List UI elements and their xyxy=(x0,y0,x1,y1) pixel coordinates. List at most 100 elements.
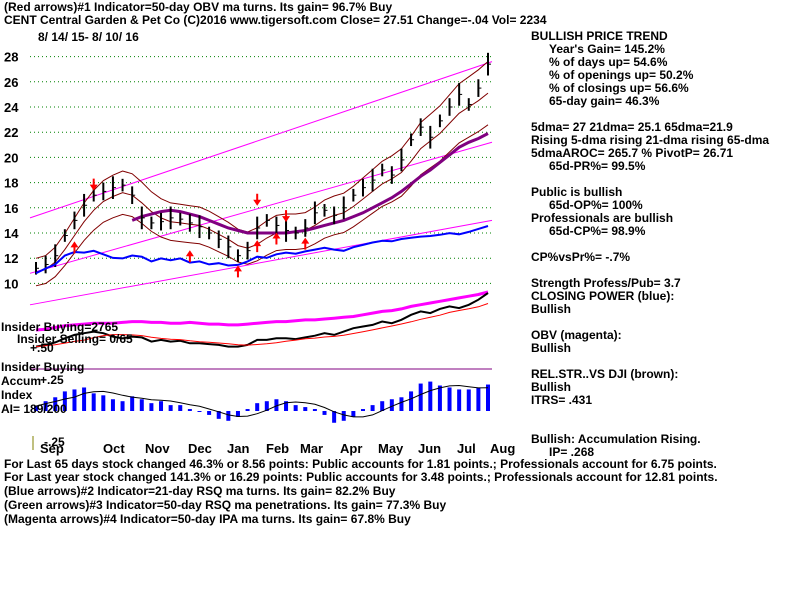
right-panel-line: REL.STR..VS DJI (brown): xyxy=(531,367,679,381)
accum-plus50-label: +.50 xyxy=(30,341,54,355)
accum-bar xyxy=(264,401,269,411)
accum-bar xyxy=(457,389,462,411)
accum-bar xyxy=(274,399,279,411)
accum-plus25-label: +.25 xyxy=(40,373,64,387)
red-up-arrow xyxy=(253,240,262,253)
y-tick-label: 14 xyxy=(4,226,19,241)
month-label: Feb xyxy=(266,441,289,456)
accum-bar xyxy=(409,391,414,411)
accum-bar xyxy=(72,389,77,411)
accum-bar xyxy=(312,409,317,411)
right-panel-line xyxy=(531,407,796,420)
ma21-line xyxy=(35,92,489,273)
right-panel-line: Rising 5-dma rising 21-dma rising 65-dma xyxy=(531,133,770,147)
accum-bar xyxy=(82,387,87,411)
accum-bar xyxy=(284,401,289,411)
accum-bar xyxy=(101,395,106,411)
right-panel-line: CLOSING POWER (blue): xyxy=(531,289,675,303)
accum-bar xyxy=(62,391,67,411)
right-panel-line: BULLISH PRICE TREND xyxy=(531,29,668,43)
month-label: Mar xyxy=(300,441,323,456)
month-label: Jun xyxy=(418,441,441,456)
rel-strength-line xyxy=(35,292,489,348)
accum-bar xyxy=(370,405,375,411)
accum-bar xyxy=(216,411,221,419)
footer-line-2: For Last year stock changed 141.3% or 16… xyxy=(4,470,718,484)
month-label: Sep xyxy=(40,441,64,456)
channel-upper xyxy=(29,61,493,219)
right-panel-line: Strength Profess/Pub= 3.7 xyxy=(531,276,681,290)
y-tick-label: 26 xyxy=(4,75,18,90)
accum-bar xyxy=(91,393,96,411)
red-up-arrow xyxy=(233,265,242,278)
accum-bar xyxy=(418,383,423,411)
right-panel-line: Year's Gain= 145.2% xyxy=(549,42,665,56)
accum-bar xyxy=(197,411,202,412)
month-label: Jul xyxy=(457,441,476,456)
month-label: Aug xyxy=(490,441,515,456)
red-up-arrow xyxy=(70,241,79,254)
ai-label: AI= 189/200 xyxy=(1,402,67,416)
accum-bar xyxy=(332,411,337,423)
insider-selling-label: Insider Selling= 0/65 xyxy=(17,332,133,346)
accum-bar xyxy=(34,406,38,411)
month-label: May xyxy=(378,441,404,456)
accum-label: Accum xyxy=(1,374,42,388)
right-panel-line: CP%vsPr%= -.7% xyxy=(531,250,631,264)
accum-bar xyxy=(322,411,327,415)
accum-bar xyxy=(235,411,240,417)
footer-line-3: (Blue arrows)#2 Indicator=21-day RSQ ma … xyxy=(4,484,396,498)
right-panel-line: IP= .268 xyxy=(549,445,595,459)
right-panel-line: % of openings up= 50.2% xyxy=(549,68,694,82)
y-tick-label: 22 xyxy=(4,125,18,140)
right-panel-line: Bullish: Accumulation Rising. xyxy=(531,432,701,446)
accum-bar xyxy=(341,411,346,421)
right-panel-line: OBV (magenta): xyxy=(531,328,622,342)
insider-buying-label: Insider Buying=2765 xyxy=(1,320,119,334)
right-panel-line: Professionals are bullish xyxy=(531,211,674,225)
month-label: Dec xyxy=(188,441,212,456)
accum-ma-line xyxy=(35,384,489,418)
y-tick-label: 24 xyxy=(4,100,19,115)
right-panel-line: Public is bullish xyxy=(531,185,623,199)
red-up-arrow xyxy=(272,232,281,245)
accum-bar xyxy=(187,409,192,411)
accum-bar xyxy=(428,381,433,411)
accum-bar xyxy=(43,401,48,411)
channel-lower xyxy=(29,219,493,306)
right-panel-line: 65d-OP%= 100% xyxy=(549,198,643,212)
right-panel-line: 65d-PR%= 99.5% xyxy=(549,159,646,173)
y-tick-label: 20 xyxy=(4,150,18,165)
y-tick-label: 12 xyxy=(4,251,18,266)
month-label: Nov xyxy=(145,441,170,456)
accum-bar xyxy=(168,405,173,411)
month-label: Jan xyxy=(227,441,249,456)
red-down-arrow xyxy=(89,178,98,191)
obv-line xyxy=(35,290,489,332)
y-tick-label: 16 xyxy=(4,201,18,216)
accum-bar xyxy=(399,397,404,411)
red-down-arrow xyxy=(282,210,291,223)
y-tick-label: 18 xyxy=(4,176,18,191)
accum-bar xyxy=(120,401,125,411)
accum-bar xyxy=(486,384,490,411)
accum-bar xyxy=(255,403,260,411)
accum-bar xyxy=(149,403,154,411)
right-panel-line: 5dma= 27 21dma= 25.1 65dma=21.9 xyxy=(531,120,733,134)
right-panel-line: Bullish xyxy=(531,341,572,355)
red-up-arrow xyxy=(185,250,194,263)
insider-buying-label-2: Insider Buying xyxy=(1,360,85,374)
month-label: Oct xyxy=(103,441,125,456)
accum-bar xyxy=(207,411,212,415)
accum-bar xyxy=(380,401,385,411)
upper-band xyxy=(35,61,489,259)
accum-bar xyxy=(178,405,183,411)
right-panel-line: Bullish xyxy=(531,302,572,316)
accum-bar xyxy=(447,387,452,411)
right-panel-line: 5dmaAROC= 265.7 % PivotP= 26.71 xyxy=(531,146,734,160)
red-down-arrow xyxy=(253,193,262,206)
red-up-arrow xyxy=(301,237,310,250)
y-tick-label: 10 xyxy=(4,276,18,291)
header-ticker-line: CENT Central Garden & Pet Co (C)2016 www… xyxy=(4,13,547,27)
accum-bar xyxy=(360,409,365,411)
